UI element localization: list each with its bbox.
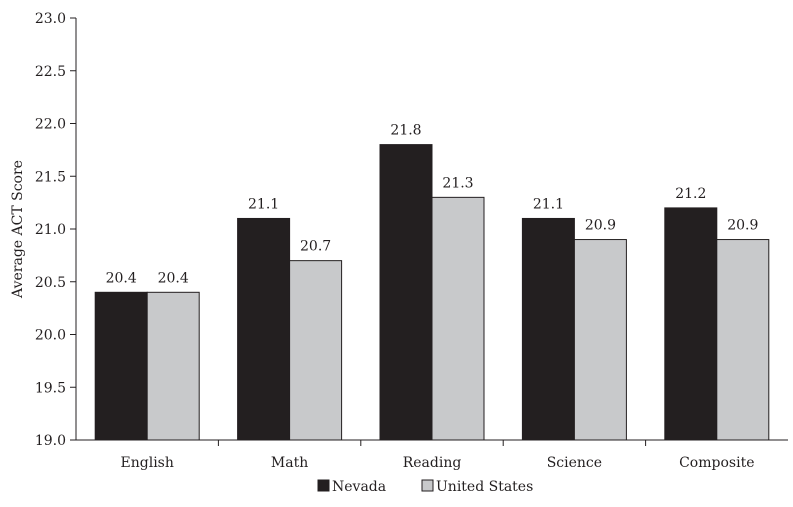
y-axis-title: Average ACT Score [10,160,26,299]
bar-united-states-science [573,239,627,441]
y-tick-label: 22.5 [35,64,66,80]
data-label: 21.3 [442,175,473,191]
bar-nevada-reading [379,144,433,441]
data-labels: 20.4 20.4 21.1 20.7 21.8 21.3 21.1 20.9 21.2 20.9 [106,123,759,287]
bar-nevada-composite [664,207,718,441]
y-tick-label: 22.0 [35,117,66,133]
y-axis-ticks: 19.0 19.5 20.0 20.5 21.0 21.5 22.0 22.5 23.0 [35,11,76,449]
y-tick-label: 21.5 [35,169,66,185]
data-label: 21.1 [533,196,564,212]
y-tick-label: 19.0 [35,433,66,449]
data-label: 20.4 [158,270,189,286]
category-labels: English Math Reading Science Composite [121,440,754,471]
category-label-composite: Composite [679,455,754,471]
category-label-math: Math [271,455,308,471]
category-label-english: English [121,455,174,471]
data-label: 20.4 [106,270,137,286]
bar-nevada-science [521,217,575,441]
data-label: 21.1 [248,196,279,212]
y-tick-label: 23.0 [35,11,66,27]
bar-nevada-english [94,291,148,441]
y-tick-label: 19.5 [35,380,66,396]
data-label: 21.2 [675,186,706,202]
legend-swatch-nevada [317,479,330,492]
bar-united-states-reading [431,196,485,441]
data-label: 20.9 [727,218,758,234]
bars [94,144,770,441]
bar-nevada-math [237,217,291,441]
y-tick-label: 20.0 [35,328,66,344]
data-label: 20.9 [585,218,616,234]
y-tick-label: 21.0 [35,222,66,238]
bar-united-states-composite [716,239,770,441]
legend-label: United States [436,479,533,495]
legend-swatch-united-states [421,479,434,492]
data-label: 20.7 [300,239,331,255]
legend-label: Nevada [332,479,386,495]
y-tick-label: 20.5 [35,275,66,291]
data-label: 21.8 [390,123,421,139]
bar-united-states-math [289,260,343,441]
bar-united-states-english [146,291,200,441]
legend: Nevada United States [317,479,533,495]
category-label-reading: Reading [403,455,462,471]
category-label-science: Science [547,455,602,471]
